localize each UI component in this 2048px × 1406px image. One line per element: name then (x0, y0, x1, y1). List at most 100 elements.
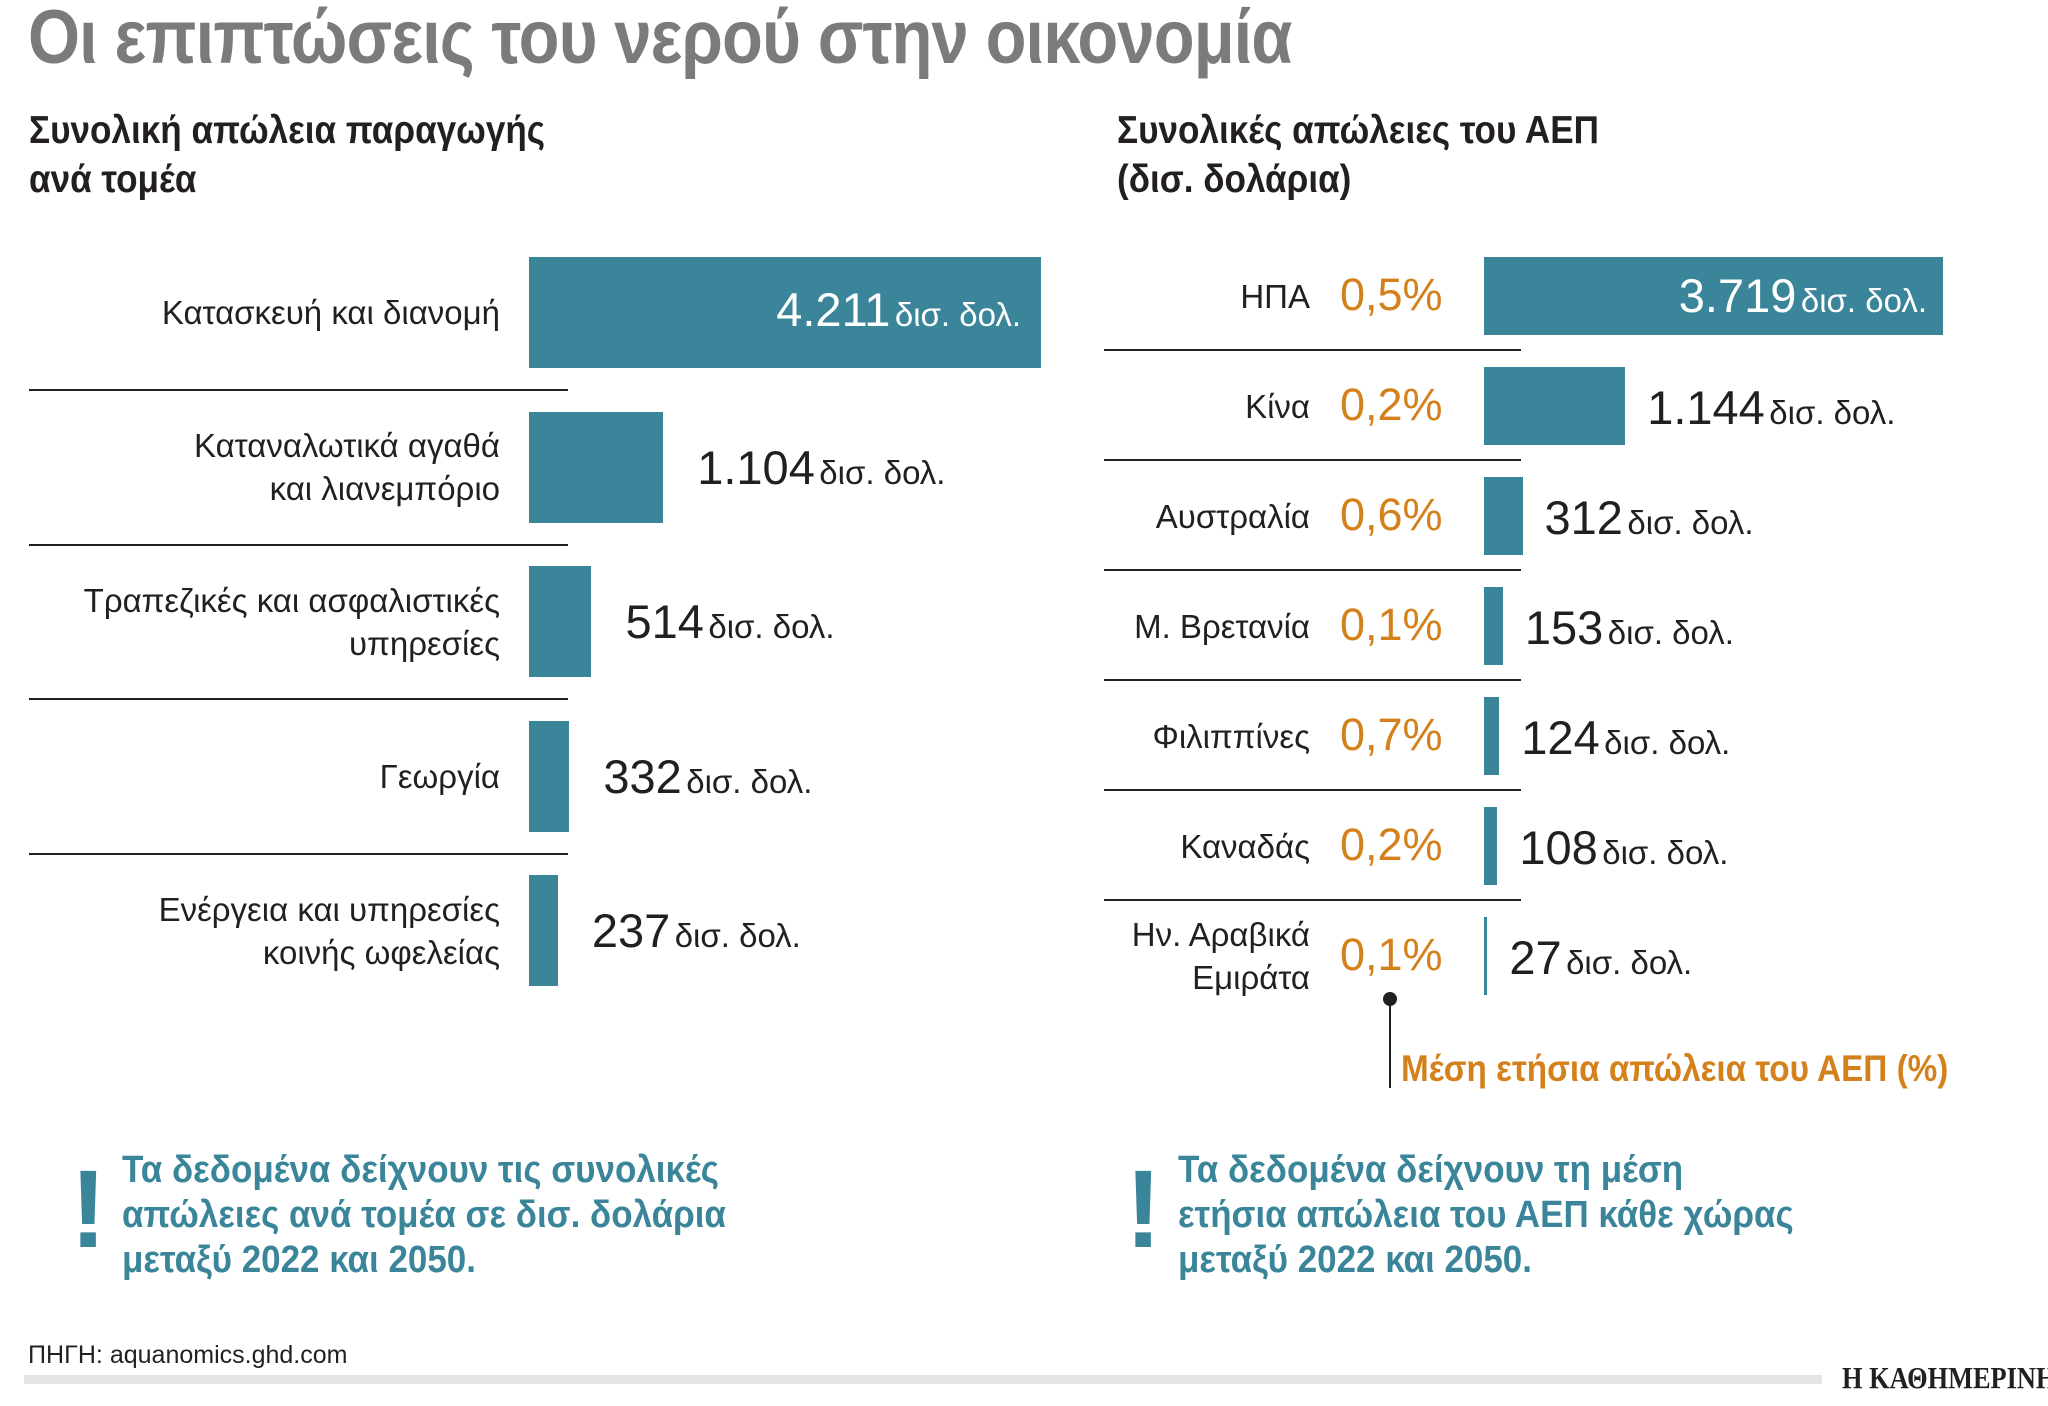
bar (1484, 367, 1626, 445)
footer-rule (24, 1375, 1822, 1384)
value-number: 3.719 (1678, 269, 1797, 322)
value-number: 4.211 (776, 283, 891, 336)
note-line: Τα δεδομένα δείχνουν τις συνολικές (122, 1149, 719, 1191)
category-label-line: υπηρεσίες (349, 624, 500, 662)
category-label-line: κοινής ωφελείας (262, 933, 500, 971)
value-number: 27 (1509, 931, 1562, 984)
pct-label: 0,2% (1340, 819, 1443, 870)
category-label-line: και λιανεμπόριο (269, 470, 500, 507)
category-label: Κατασκευή και διανομή (20, 291, 500, 334)
value-label: 312 δισ. δολ. (1545, 490, 1754, 545)
value-label: 1.104 δισ. δολ. (697, 440, 945, 495)
exclamation-icon: ! (1125, 1148, 1162, 1271)
bar (1484, 257, 1943, 335)
value-number: 153 (1524, 601, 1604, 654)
country-label: Φιλιππίνες (1100, 715, 1310, 758)
pct-label: 0,2% (1340, 379, 1443, 430)
value-number: 237 (591, 904, 671, 957)
source: ΠΗΓΗ: aquanomics.ghd.com (28, 1341, 348, 1369)
row-divider (1104, 679, 1521, 681)
bar (1484, 917, 1488, 995)
value-unit: δισ. δολ. (819, 453, 946, 491)
country-label: Ην. Αραβικά Εμιράτα (1100, 913, 1310, 999)
category-label-line: Καταναλωτικά αγαθά (193, 427, 500, 464)
category-label: Ενέργεια και υπηρεσίες κοινής ωφελείας (20, 888, 500, 974)
value-label: 3.719 δισ. δολ. (1679, 268, 1927, 323)
pct-label: 0,6% (1340, 489, 1443, 540)
value-unit: δισ. δολ. (1602, 834, 1729, 871)
value-label: 514 δισ. δολ. (625, 594, 834, 649)
bar (1484, 697, 1500, 775)
country-label-line: Κίνα (1245, 387, 1310, 425)
value-number: 108 (1519, 821, 1598, 874)
country-label: Μ. Βρετανία (1100, 605, 1310, 648)
country-label-line: Ην. Αραβικά (1131, 916, 1310, 953)
left-chart-title-line1: Συνολική απώλεια παραγωγής (29, 109, 546, 152)
annotation-leader-line (1389, 1000, 1391, 1088)
note-line: απώλειες ανά τομέα σε δισ. δολάρια (122, 1194, 726, 1236)
category-label: Γεωργία (20, 755, 500, 798)
value-unit: δισ. δολ. (1800, 282, 1927, 319)
left-note: Τα δεδομένα δείχνουν τις συνολικές απώλε… (122, 1148, 726, 1283)
value-unit: δισ. δολ. (708, 608, 835, 645)
pct-label: 0,5% (1340, 269, 1443, 320)
value-number: 124 (1521, 711, 1600, 764)
value-label: 332 δισ. δολ. (603, 749, 812, 804)
row-divider (29, 852, 568, 855)
pct-annotation: Μέση ετήσια απώλεια του ΑΕΠ (%) (1401, 1048, 1949, 1089)
value-number: 312 (1544, 491, 1623, 544)
bar (1484, 587, 1503, 665)
country-label-line: Μ. Βρετανία (1134, 607, 1310, 645)
bar (1484, 807, 1498, 885)
value-number: 514 (625, 595, 704, 648)
value-unit: δισ. δολ. (1604, 724, 1731, 761)
category-label: Τραπεζικές και ασφαλιστικές υπηρεσίες (20, 579, 500, 665)
country-label: Κίνα (1100, 385, 1310, 428)
row-divider (1104, 349, 1521, 351)
row-divider (1104, 899, 1521, 901)
value-label: 237 δισ. δολ. (592, 903, 801, 958)
value-number: 1.104 (697, 440, 815, 494)
value-number: 332 (603, 749, 682, 803)
value-unit: δισ. δολ. (1769, 394, 1896, 431)
country-label-line: Φιλιππίνες (1152, 717, 1310, 755)
value-unit: δισ. δολ. (674, 917, 801, 954)
logo: Η ΚΑΘΗΜΕΡΙΝΗ (1842, 1360, 2048, 1395)
value-label: 124 δισ. δολ. (1521, 710, 1730, 765)
value-unit: δισ. δολ. (1607, 614, 1734, 651)
country-label-line: Αυστραλία (1155, 497, 1310, 535)
row-divider (29, 389, 568, 391)
right-chart-title-line2: (δισ. δολάρια) (1117, 158, 1352, 201)
value-label: 27 δισ. δολ. (1509, 930, 1692, 985)
value-number: 1.144 (1647, 381, 1765, 434)
pct-label: 0,1% (1340, 599, 1443, 650)
note-line: μεταξύ 2022 και 2050. (122, 1239, 476, 1281)
row-divider (1104, 569, 1521, 571)
value-unit: δισ. δολ. (686, 762, 813, 800)
country-label-line: Καναδάς (1180, 827, 1310, 865)
pct-label: 0,1% (1340, 929, 1443, 980)
value-unit: δισ. δολ. (1627, 504, 1754, 541)
right-chart-title-line1: Συνολικές απώλειες του ΑΕΠ (1117, 109, 1599, 152)
bar (529, 720, 570, 832)
page-title: Οι επιπτώσεις του νερού στην οικονομία (28, 0, 1293, 80)
country-label: Καναδάς (1100, 825, 1310, 868)
pct-label: 0,7% (1340, 709, 1443, 760)
right-note: Τα δεδομένα δείχνουν τη μέση ετήσια απώλ… (1178, 1148, 1794, 1283)
country-label-line: ΗΠΑ (1240, 277, 1310, 315)
row-divider (29, 543, 568, 546)
row-divider (1104, 459, 1521, 461)
value-label: 4.211 δισ. δολ. (776, 282, 1021, 337)
note-line: Τα δεδομένα δείχνουν τη μέση (1178, 1149, 1684, 1191)
note-line: μεταξύ 2022 και 2050. (1178, 1239, 1532, 1281)
left-chart-title-line2: ανά τομέα (29, 158, 197, 201)
exclamation-icon: ! (70, 1148, 107, 1271)
value-unit: δισ. δολ. (894, 296, 1021, 333)
category-label: Καταναλωτικά αγαθά και λιανεμπόριο (20, 424, 500, 510)
bar (1484, 477, 1523, 555)
value-unit: δισ. δολ. (1566, 944, 1693, 981)
value-label: 153 δισ. δολ. (1525, 600, 1734, 655)
value-label: 108 δισ. δολ. (1519, 820, 1728, 875)
category-label-line: Γεωργία (379, 757, 500, 795)
value-label: 1.144 δισ. δολ. (1647, 380, 1895, 435)
